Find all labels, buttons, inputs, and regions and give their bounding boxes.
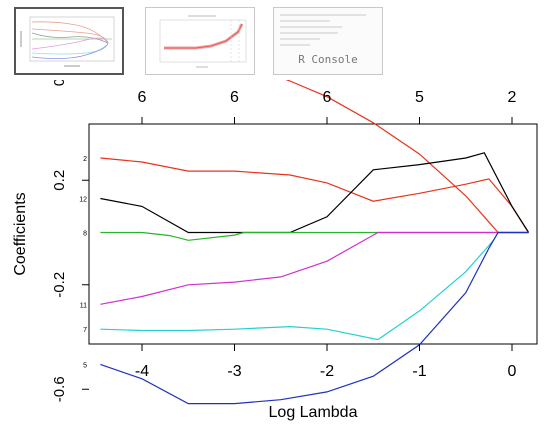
series-label: 2	[83, 156, 87, 163]
series-line-2	[100, 157, 530, 233]
top-axis-label: 6	[323, 89, 332, 106]
top-axis-label: 6	[230, 89, 239, 106]
series-line-8	[100, 231, 529, 241]
y-tick-label: -0.2	[51, 272, 68, 298]
thumb-coef-plot[interactable]	[14, 7, 124, 75]
thumb-coef-plot-image	[20, 16, 115, 67]
series-line-5	[100, 231, 529, 405]
series-label: 8	[83, 231, 87, 238]
series-line-12	[100, 152, 530, 234]
thumb-cv-plot[interactable]	[145, 7, 255, 75]
r-console-label: R Console	[298, 53, 358, 66]
plot-history-strip: R Console	[0, 0, 559, 80]
plot-frame	[88, 123, 538, 345]
x-tick-label: -2	[320, 363, 334, 380]
coefficient-path-plot: -4-3-2-1066652-0.6-0.20.20.6321281175Log…	[12, 80, 538, 421]
x-tick-label: -4	[135, 363, 149, 380]
x-tick-label: -3	[227, 363, 241, 380]
top-axis-label: 5	[415, 89, 424, 106]
series-line-11	[100, 231, 529, 305]
top-axis-label: 2	[508, 89, 517, 106]
thumb-r-console[interactable]: R Console	[273, 7, 383, 75]
series-label: 5	[83, 362, 87, 369]
y-axis-title: Coefficients	[12, 192, 29, 275]
x-tick-label: 0	[508, 363, 517, 380]
y-tick-label: 0.6	[51, 80, 68, 86]
y-tick-label: 0.2	[51, 170, 68, 191]
x-axis-title: Log Lambda	[269, 404, 358, 421]
series-label: 12	[79, 197, 87, 204]
thumb-cv-plot-image	[159, 15, 247, 68]
series-label: 7	[83, 327, 87, 334]
series-line-7	[100, 231, 529, 341]
top-axis-label: 6	[138, 89, 147, 106]
series-line-3	[285, 80, 529, 234]
y-tick-label: -0.6	[51, 376, 68, 402]
series-label: 11	[80, 302, 87, 309]
x-tick-label: -1	[412, 363, 426, 380]
